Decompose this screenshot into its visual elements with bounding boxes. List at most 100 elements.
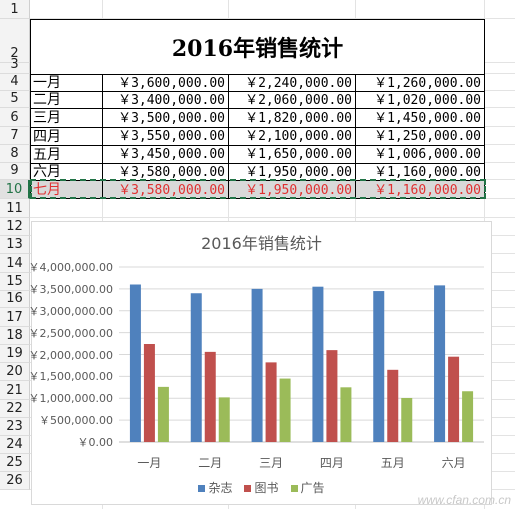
row-header-22[interactable]: 22 bbox=[0, 400, 30, 418]
x-tick-label: 四月 bbox=[319, 456, 344, 470]
selected-value-cell[interactable]: ￥1,950,000.00 bbox=[228, 180, 355, 199]
value-cell[interactable]: ￥1,160,000.00 bbox=[355, 163, 485, 180]
bar-杂志-四月[interactable] bbox=[312, 286, 324, 442]
y-tick-label: ￥2,500,000.00 bbox=[28, 326, 113, 340]
bar-图书-六月[interactable] bbox=[448, 356, 460, 442]
value-cell[interactable]: ￥1,020,000.00 bbox=[355, 91, 485, 108]
row-header-9[interactable]: 9 bbox=[0, 163, 30, 180]
selected-value-cell[interactable]: ￥3,580,000.00 bbox=[102, 180, 228, 199]
value-cell[interactable]: ￥3,550,000.00 bbox=[102, 127, 228, 145]
date-cell[interactable]: 四月 bbox=[30, 127, 102, 145]
value-cell[interactable]: ￥1,006,000.00 bbox=[355, 145, 485, 163]
legend-label: 图书 bbox=[254, 481, 279, 495]
value-cell[interactable]: ￥1,650,000.00 bbox=[228, 145, 355, 163]
row-header-19[interactable]: 19 bbox=[0, 345, 30, 363]
row-header-10[interactable]: 10 bbox=[0, 180, 30, 199]
row-header-15[interactable]: 15 bbox=[0, 273, 30, 291]
y-tick-label: ￥1,500,000.00 bbox=[28, 370, 113, 384]
bar-广告-二月[interactable] bbox=[218, 397, 230, 442]
row-header-8[interactable]: 8 bbox=[0, 145, 30, 163]
legend-swatch bbox=[198, 485, 206, 492]
x-tick-label: 五月 bbox=[380, 456, 405, 470]
x-tick-label: 三月 bbox=[259, 456, 284, 470]
row-header-11[interactable]: 11 bbox=[0, 199, 30, 218]
bar-广告-三月[interactable] bbox=[279, 378, 291, 442]
bar-图书-五月[interactable] bbox=[387, 369, 399, 442]
date-cell[interactable]: 二月 bbox=[30, 91, 102, 108]
value-cell[interactable]: ￥1,820,000.00 bbox=[228, 108, 355, 127]
legend-item[interactable]: 图书 bbox=[244, 479, 279, 496]
legend-swatch bbox=[244, 485, 252, 492]
date-cell[interactable]: 六月 bbox=[30, 163, 102, 180]
y-tick-label: ￥500,000.00 bbox=[39, 414, 113, 428]
y-tick-label: ￥3,500,000.00 bbox=[28, 282, 113, 296]
selected-value-cell[interactable]: ￥1,160,000.00 bbox=[355, 180, 485, 199]
bar-广告-五月[interactable] bbox=[401, 397, 413, 442]
gridline-horizontal bbox=[30, 18, 515, 19]
bar-杂志-一月[interactable] bbox=[129, 284, 141, 443]
y-tick-label: ￥1,000,000.00 bbox=[28, 392, 113, 406]
bar-杂志-五月[interactable] bbox=[373, 291, 385, 442]
date-cell[interactable]: 一月 bbox=[30, 74, 102, 91]
row-header-26[interactable]: 26 bbox=[0, 472, 30, 490]
row-header-7[interactable]: 7 bbox=[0, 127, 30, 145]
legend-swatch bbox=[290, 485, 298, 492]
value-cell[interactable]: ￥2,060,000.00 bbox=[228, 91, 355, 108]
bar-杂志-三月[interactable] bbox=[251, 288, 263, 442]
legend-label: 杂志 bbox=[208, 481, 233, 495]
bar-广告-六月[interactable] bbox=[462, 391, 474, 442]
row-header-20[interactable]: 20 bbox=[0, 363, 30, 381]
chart-title: 2016年销售统计 bbox=[201, 234, 322, 253]
table-title[interactable]: 2016年销售统计 bbox=[30, 19, 485, 74]
row-header-17[interactable]: 17 bbox=[0, 308, 30, 327]
value-cell[interactable]: ￥1,450,000.00 bbox=[355, 108, 485, 127]
date-cell[interactable]: 三月 bbox=[30, 108, 102, 127]
row-header-23[interactable]: 23 bbox=[0, 418, 30, 436]
bar-图书-一月[interactable] bbox=[143, 344, 155, 442]
row-header-24[interactable]: 24 bbox=[0, 436, 30, 454]
x-tick-label: 六月 bbox=[441, 456, 466, 470]
row-header-12[interactable]: 12 bbox=[0, 218, 30, 236]
chart-legend[interactable]: 杂志 图书 广告 bbox=[32, 479, 491, 496]
row-header-2[interactable]: 2 bbox=[0, 19, 30, 63]
selected-date-cell[interactable]: 七月 bbox=[30, 180, 102, 199]
value-cell[interactable]: ￥2,240,000.00 bbox=[228, 74, 355, 91]
value-cell[interactable]: ￥3,600,000.00 bbox=[102, 74, 228, 91]
date-cell[interactable]: 五月 bbox=[30, 145, 102, 163]
y-tick-label: ￥3,000,000.00 bbox=[28, 304, 113, 318]
row-header-4[interactable]: 4 bbox=[0, 74, 30, 91]
legend-item[interactable]: 广告 bbox=[290, 479, 325, 496]
value-cell[interactable]: ￥3,450,000.00 bbox=[102, 145, 228, 163]
row-header-14[interactable]: 14 bbox=[0, 254, 30, 273]
row-header-16[interactable]: 16 bbox=[0, 291, 30, 308]
bar-广告-四月[interactable] bbox=[340, 387, 352, 442]
row-header-21[interactable]: 21 bbox=[0, 381, 30, 400]
row-header-1[interactable]: 1 bbox=[0, 0, 30, 19]
legend-label: 广告 bbox=[300, 481, 325, 495]
value-cell[interactable]: ￥3,580,000.00 bbox=[102, 163, 228, 180]
y-tick-label: ￥2,000,000.00 bbox=[28, 348, 113, 362]
value-cell[interactable]: ￥1,260,000.00 bbox=[355, 74, 485, 91]
row-header-13[interactable]: 13 bbox=[0, 236, 30, 254]
bar-图书-二月[interactable] bbox=[204, 351, 216, 442]
y-tick-label: ￥0.00 bbox=[77, 436, 114, 449]
bar-广告-一月[interactable] bbox=[157, 386, 169, 442]
value-cell[interactable]: ￥1,950,000.00 bbox=[228, 163, 355, 180]
value-cell[interactable]: ￥3,400,000.00 bbox=[102, 91, 228, 108]
bar-图书-三月[interactable] bbox=[265, 362, 277, 442]
row-header-18[interactable]: 18 bbox=[0, 327, 30, 345]
row-header-5[interactable]: 5 bbox=[0, 91, 30, 108]
row-header-25[interactable]: 25 bbox=[0, 454, 30, 472]
bar-图书-四月[interactable] bbox=[326, 350, 338, 442]
value-cell[interactable]: ￥1,250,000.00 bbox=[355, 127, 485, 145]
bar-杂志-六月[interactable] bbox=[434, 285, 446, 442]
bar-杂志-二月[interactable] bbox=[190, 293, 202, 442]
gridline-horizontal bbox=[30, 217, 515, 218]
value-cell[interactable]: ￥3,500,000.00 bbox=[102, 108, 228, 127]
value-cell[interactable]: ￥2,100,000.00 bbox=[228, 127, 355, 145]
legend-item[interactable]: 杂志 bbox=[198, 479, 232, 496]
row-header-6[interactable]: 6 bbox=[0, 108, 30, 127]
row-header-3[interactable]: 3 bbox=[0, 57, 30, 74]
sales-chart[interactable]: 2016年销售统计 ￥4,000,000.00 ￥3,500,000.00 ￥3,00… bbox=[29, 221, 492, 505]
